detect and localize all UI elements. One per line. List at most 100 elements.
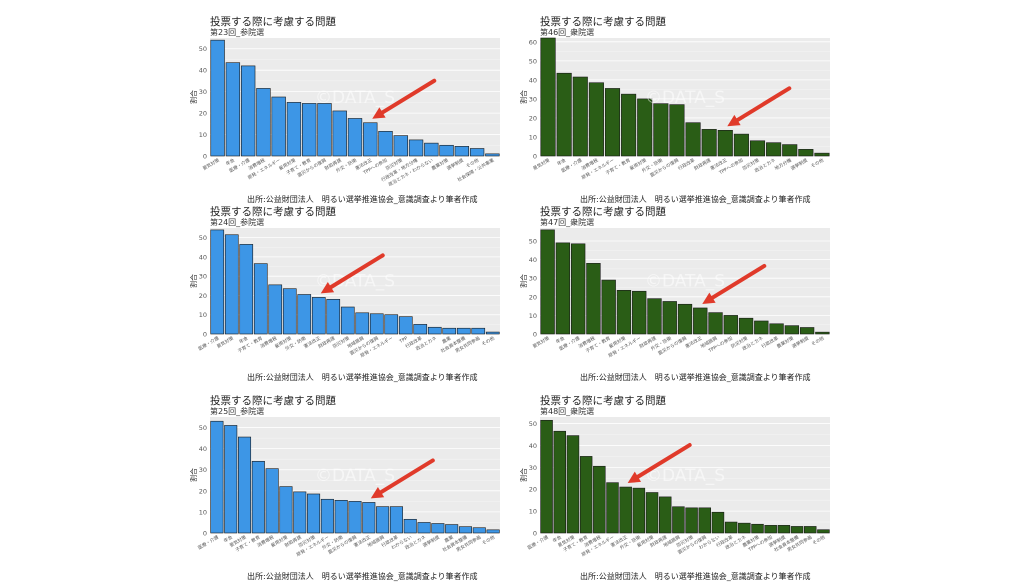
bar xyxy=(540,419,553,534)
y-tick-label: 30 xyxy=(199,273,207,281)
y-tick-label: 10 xyxy=(199,131,207,139)
bar xyxy=(677,303,693,335)
bar xyxy=(317,103,332,157)
y-axis-label: 割合 xyxy=(519,468,528,482)
chart-panel: 投票する際に考慮する問題 第25回_参院選 0 10 20 30 40 50 割合 医療・介護 年金… xyxy=(189,393,520,581)
bar xyxy=(424,142,439,157)
bar xyxy=(363,122,378,157)
y-tick-label: 40 xyxy=(199,445,207,453)
bar xyxy=(799,327,815,335)
y-tick-label: 20 xyxy=(529,114,537,122)
x-tick-label: その他 xyxy=(810,334,826,347)
source-caption: 出所:公益財団法人 明るい選挙推進協会_意識調査より筆者作成 xyxy=(580,373,811,382)
y-axis-label: 割合 xyxy=(189,468,198,482)
bar xyxy=(586,263,601,335)
x-tick-label: 選挙制度 xyxy=(789,156,809,171)
bar xyxy=(645,492,659,534)
bar xyxy=(417,522,431,534)
bar xyxy=(658,496,672,534)
x-tick-label: その他 xyxy=(481,533,497,546)
bar xyxy=(815,331,830,335)
bar xyxy=(553,430,567,534)
bar xyxy=(485,331,500,335)
bar xyxy=(445,524,459,534)
y-tick-label: 40 xyxy=(529,76,537,84)
chart-title: 投票する際に考慮する問題 xyxy=(210,395,336,407)
bar xyxy=(393,135,408,157)
bar xyxy=(647,298,662,335)
bar xyxy=(751,523,764,534)
bar xyxy=(456,327,471,335)
bar xyxy=(307,493,321,534)
y-tick-label: 10 xyxy=(199,311,207,319)
bar xyxy=(817,529,830,534)
y-tick-label: 50 xyxy=(199,424,207,432)
bar xyxy=(733,133,749,157)
x-tick-label: 医療・介護 xyxy=(197,334,221,352)
x-tick-label: 選挙制度 xyxy=(791,334,811,349)
annotation-arrow-shaft xyxy=(635,443,692,479)
bar xyxy=(708,312,723,335)
y-axis-label: 割合 xyxy=(189,274,198,288)
bar xyxy=(389,506,403,534)
bar xyxy=(454,146,470,157)
bar xyxy=(632,487,646,534)
x-tick-label: 年金 xyxy=(554,334,566,345)
bar xyxy=(798,149,814,157)
chart-subtitle: 第48回_衆院選 xyxy=(540,407,595,416)
bar xyxy=(376,506,390,534)
bar xyxy=(279,486,293,534)
y-tick-label: 40 xyxy=(529,442,537,450)
y-tick-label: 10 xyxy=(199,508,207,516)
bar xyxy=(738,522,751,534)
y-tick-label: 60 xyxy=(529,38,537,46)
bar xyxy=(669,104,685,157)
watermark: ©DATA_S xyxy=(645,88,725,108)
bar xyxy=(471,327,486,335)
x-tick-label: その他 xyxy=(480,334,496,347)
bar xyxy=(814,152,830,157)
annotation-arrow-shaft xyxy=(328,253,385,290)
x-tick-label: TPP xyxy=(398,335,409,345)
bar xyxy=(224,234,239,335)
y-axis-label: 割合 xyxy=(519,90,528,104)
bar xyxy=(749,140,766,157)
annotation-arrow-head xyxy=(320,281,335,294)
bar xyxy=(606,482,619,534)
bar xyxy=(555,242,571,335)
bar xyxy=(572,76,588,157)
annotation-arrow-shaft xyxy=(379,458,435,495)
annotation-arrow-shaft xyxy=(380,78,437,115)
bar xyxy=(271,96,286,157)
y-tick-label: 10 xyxy=(529,133,537,141)
annotation-arrow-shaft xyxy=(710,263,767,300)
bar xyxy=(297,294,312,335)
x-tick-label: 医療・介護 xyxy=(196,533,220,551)
chart-panel: 投票する際に考慮する問題 第48回_衆院選 0 10 20 30 40 50 割合 医療・介護 年金… xyxy=(519,393,850,581)
chart-title: 投票する際に考慮する問題 xyxy=(210,206,336,218)
bar xyxy=(398,316,413,335)
annotation-arrow-head xyxy=(372,107,386,119)
bar xyxy=(427,326,442,335)
source-caption: 出所:公益財団法人 明るい選挙推進協会_意識調査より筆者作成 xyxy=(247,572,478,581)
x-tick-label: 年金 xyxy=(222,533,234,544)
bar xyxy=(662,301,677,335)
bar xyxy=(251,460,265,534)
x-tick-label: 選挙制度 xyxy=(445,156,465,171)
chart-subtitle: 第25回_参院選 xyxy=(210,407,265,416)
bar xyxy=(723,315,738,335)
bar xyxy=(777,525,791,534)
bar xyxy=(311,297,326,335)
bar xyxy=(334,500,348,534)
bar xyxy=(790,526,804,534)
bar xyxy=(632,290,647,335)
bar xyxy=(579,456,593,534)
chart-panel: 投票する際に考慮する問題 第46回_衆院選 0 10 20 30 40 50 60 割合 景気対策年… xyxy=(519,14,850,204)
chart-panel: 投票する際に考慮する問題 第24回_参院選 0 10 20 30 40 50 割合 医療・介護 景気… xyxy=(189,204,520,390)
bar xyxy=(698,507,712,534)
x-tick-label: 景気対策 xyxy=(215,334,235,349)
x-tick-label: 年金 xyxy=(238,334,250,345)
